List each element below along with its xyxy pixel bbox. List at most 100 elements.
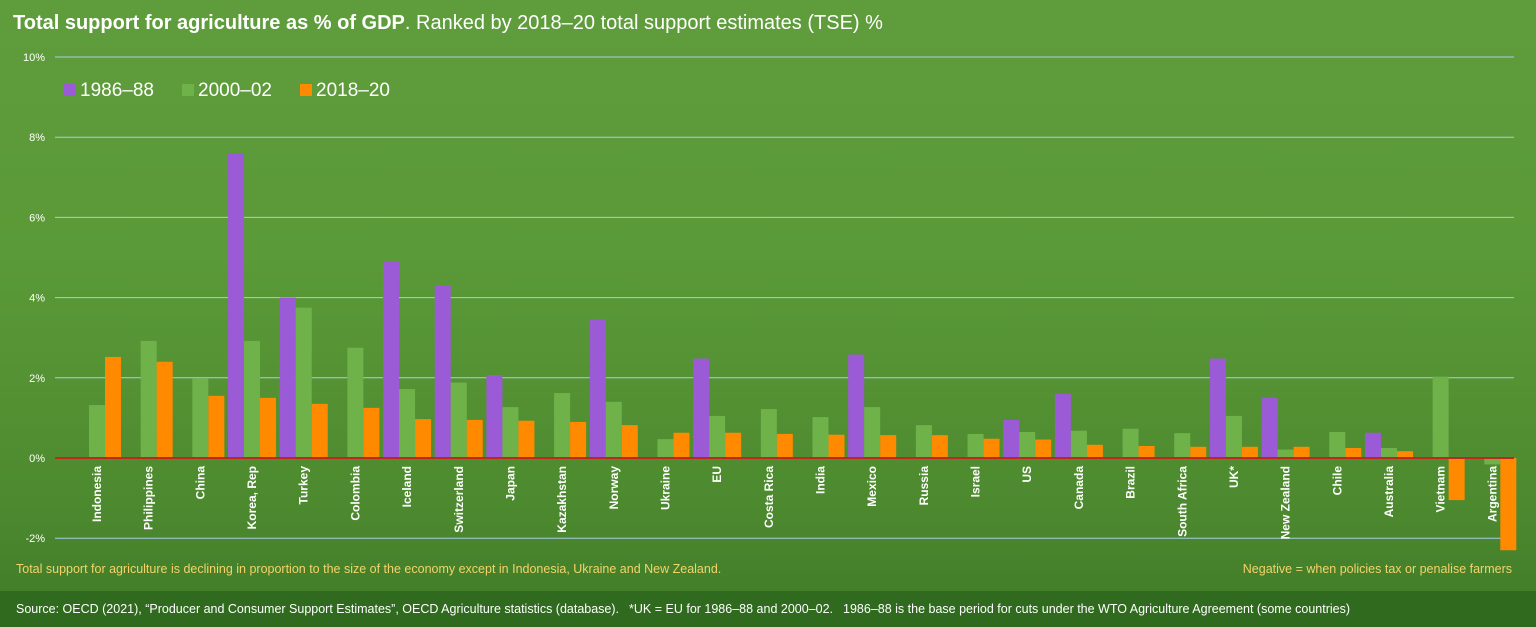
category-label: EU [710,466,724,483]
bar-s2000 [399,389,416,458]
chart-title-rest: . Ranked by 2018–20 total support estima… [404,12,883,34]
bar-s2018 [1190,446,1207,458]
bar-s2000 [1122,428,1139,458]
bar-s1986 [228,153,245,459]
source-citation: Source: OECD (2021), “Producer and Consu… [16,602,620,616]
bar-s2000 [605,401,622,458]
bar-s2000 [1225,415,1242,458]
bar-s2018 [1086,444,1103,458]
bar-s2018 [518,420,535,458]
bar-s2000 [554,393,571,458]
category-label: US [1020,466,1034,483]
bar-s2000 [89,405,105,458]
bar-s2018 [776,433,793,458]
footer-band [0,591,1536,627]
category-label: Costa Rica [762,466,776,528]
category-label: Vietnam [1434,466,1448,512]
bar-s2018 [725,432,742,458]
bar-s1986 [1364,432,1381,458]
y-tick-label: 0% [29,453,45,465]
category-label: India [814,466,828,494]
category-label: Chile [1330,466,1344,496]
bar-s2000 [1277,449,1294,458]
category-label: Iceland [400,466,414,507]
bar-s2018 [1500,458,1517,551]
category-label: South Africa [1175,466,1189,537]
legend-label: 2000–02 [198,80,272,101]
bar-s2018 [1345,447,1362,458]
bar-s2018 [828,434,845,458]
bar-s2000 [1380,447,1397,458]
y-tick-label: -2% [25,533,45,545]
bar-s2018 [1396,451,1413,458]
base-period-note: 1986–88 is the base period for cuts unde… [843,602,1350,616]
bar-s1986 [1261,397,1278,458]
bar-s2018 [1138,445,1155,458]
category-label: UK* [1227,466,1241,488]
bar-s2000 [1484,458,1501,465]
bar-s2000 [1019,431,1036,458]
category-label: Korea, Rep [245,466,259,529]
decline-note: Total support for agriculture is declini… [16,562,722,576]
bar-s2018 [1293,446,1310,458]
bar-s2000 [140,340,157,458]
bar-s2000 [450,382,467,458]
bar-s2000 [812,417,829,458]
bar-s1986 [279,297,296,458]
bar-s2018 [105,356,121,458]
category-label: Mexico [865,466,879,507]
bar-s1986 [693,358,710,458]
category-label: Switzerland [452,466,466,533]
bar-s2000 [1174,433,1191,458]
bar-s2000 [244,340,261,458]
bar-s2018 [363,407,380,458]
bar-s1986 [1054,393,1071,458]
bar-s1986 [589,319,606,458]
bar-s2000 [657,439,674,458]
bar-s2018 [880,435,897,458]
bar-s2018 [311,403,328,458]
bar-s2000 [1070,430,1087,458]
bar-s2000 [502,407,519,458]
category-label: Russia [917,466,931,506]
legend-swatch-s1986 [64,84,76,96]
bar-s2018 [260,397,277,458]
bar-s1986 [486,374,503,458]
bar-s2000 [915,425,932,458]
legend-label: 2018–20 [316,80,390,101]
bar-s2000 [192,378,209,458]
y-tick-label: 4% [29,293,45,305]
bar-s2018 [570,421,587,458]
y-tick-label: 2% [29,373,45,385]
category-label: Israel [969,466,983,497]
bar-s2018 [1241,446,1258,458]
uk-footnote: *UK = EU for 1986–88 and 2000–02. [629,602,834,616]
y-tick-label: 6% [29,212,45,224]
category-label: Brazil [1124,466,1138,499]
bar-s2000 [760,409,777,458]
y-tick-label: 10% [23,52,45,64]
category-label: Kazakhstan [555,466,569,533]
bar-s2018 [673,432,690,458]
bar-s2000 [1329,431,1346,458]
legend-swatch-s2000 [182,84,194,96]
bar-s2018 [156,361,173,458]
bar-s2000 [967,433,984,458]
bar-s2018 [466,419,483,458]
bar-s2000 [347,347,364,458]
bar-s2018 [208,395,225,458]
source-line: Source: OECD (2021), “Producer and Consu… [16,602,1360,616]
bar-s2018 [415,419,432,458]
negative-note: Negative = when policies tax or penalise… [1242,562,1512,576]
category-label: Canada [1072,466,1086,510]
bar-s1986 [1209,358,1226,458]
category-label: Ukraine [658,466,672,510]
bar-s2018 [983,438,1000,458]
category-label: Philippines [142,466,156,530]
category-label: Colombia [348,466,362,521]
category-label: Turkey [297,466,311,505]
category-label: Indonesia [90,466,104,522]
legend-label: 1986–88 [80,80,154,101]
bar-s1986 [383,261,400,458]
